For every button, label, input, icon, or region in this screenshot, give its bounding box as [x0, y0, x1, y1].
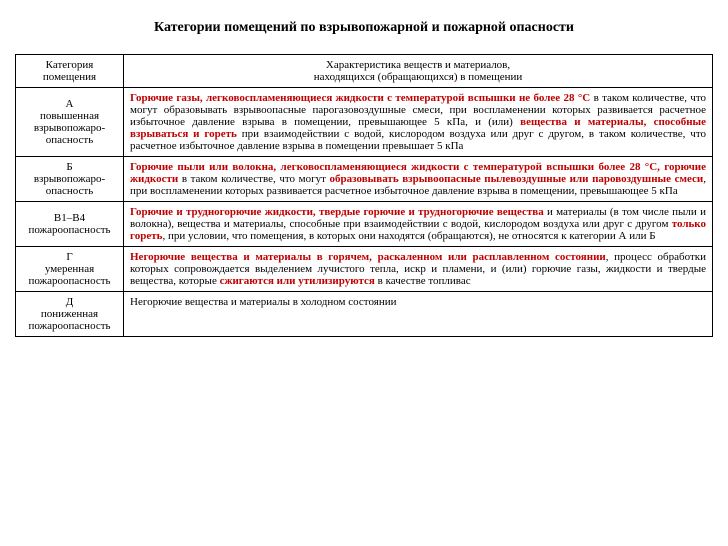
- cat-label: умеренная: [45, 263, 94, 275]
- category-v: В1–В4 пожароопасность: [16, 202, 124, 247]
- page-title: Категории помещений по взрывопожарной и …: [15, 20, 713, 36]
- table-row: А повышенная взрывопожаро- опасность Гор…: [16, 88, 713, 157]
- cat-letter: А: [66, 98, 74, 110]
- cat-letter: Д: [66, 296, 74, 308]
- table-header-row: Категория помещения Характеристика вещес…: [16, 55, 713, 88]
- cat-label: пожароопасность: [28, 224, 110, 236]
- category-b: Б взрывопожаро- опасность: [16, 157, 124, 202]
- table-row: Г умеренная пожароопасность Негорючие ве…: [16, 247, 713, 292]
- cat-label: взрывопожаро-: [34, 122, 105, 134]
- cat-label: повышенная: [40, 110, 99, 122]
- emphasis-text: образовывать взрывоопасные пылевоздушные…: [330, 173, 704, 185]
- cat-label: взрывопожаро-: [34, 173, 105, 185]
- cat-letter: В1–В4: [54, 212, 85, 224]
- header-desc-line1: Характеристика веществ и материалов,: [326, 59, 510, 71]
- cat-label: опасность: [46, 134, 94, 146]
- description-b: Горючие пыли или волокна, легковоспламен…: [124, 157, 713, 202]
- header-category: Категория помещения: [16, 55, 124, 88]
- text-suffix: с: [466, 275, 471, 287]
- text: Негорючие вещества и материалы в холодно…: [130, 296, 396, 308]
- description-d: Негорючие вещества и материалы в холодно…: [124, 292, 713, 337]
- emphasis-text: Горючие и трудногорючие жидкости, тверды…: [130, 206, 547, 218]
- text: в качестве топлива: [378, 275, 466, 287]
- emphasis-text: Горючие газы, легковоспламеняющиеся жидк…: [130, 92, 594, 104]
- description-v: Горючие и трудногорючие жидкости, тверды…: [124, 202, 713, 247]
- category-g: Г умеренная пожароопасность: [16, 247, 124, 292]
- cat-label: опасность: [46, 185, 94, 197]
- description-g: Негорючие вещества и материалы в горячем…: [124, 247, 713, 292]
- cat-label: пожароопасность: [28, 320, 110, 332]
- category-d: Д пониженная пожароопасность: [16, 292, 124, 337]
- category-a: А повышенная взрывопожаро- опасность: [16, 88, 124, 157]
- cat-letter: Г: [66, 251, 72, 263]
- text: в таком количестве, что могут: [182, 173, 330, 185]
- table-row: Д пониженная пожароопасность Негорючие в…: [16, 292, 713, 337]
- emphasis-text: Негорючие вещества и материалы в горячем…: [130, 251, 606, 263]
- categories-table: Категория помещения Характеристика вещес…: [15, 54, 713, 337]
- emphasis-text: сжигаются или утилизируются: [220, 275, 378, 287]
- description-a: Горючие газы, легковоспламеняющиеся жидк…: [124, 88, 713, 157]
- header-desc-line2: находящихся (обращающихся) в помещении: [314, 71, 523, 83]
- header-description: Характеристика веществ и материалов, нах…: [124, 55, 713, 88]
- cat-letter: Б: [66, 161, 72, 173]
- text: , при условии, что помещения, в которых …: [162, 230, 655, 242]
- cat-label: пожароопасность: [28, 275, 110, 287]
- table-row: Б взрывопожаро- опасность Горючие пыли и…: [16, 157, 713, 202]
- table-row: В1–В4 пожароопасность Горючие и трудного…: [16, 202, 713, 247]
- cat-label: пониженная: [41, 308, 98, 320]
